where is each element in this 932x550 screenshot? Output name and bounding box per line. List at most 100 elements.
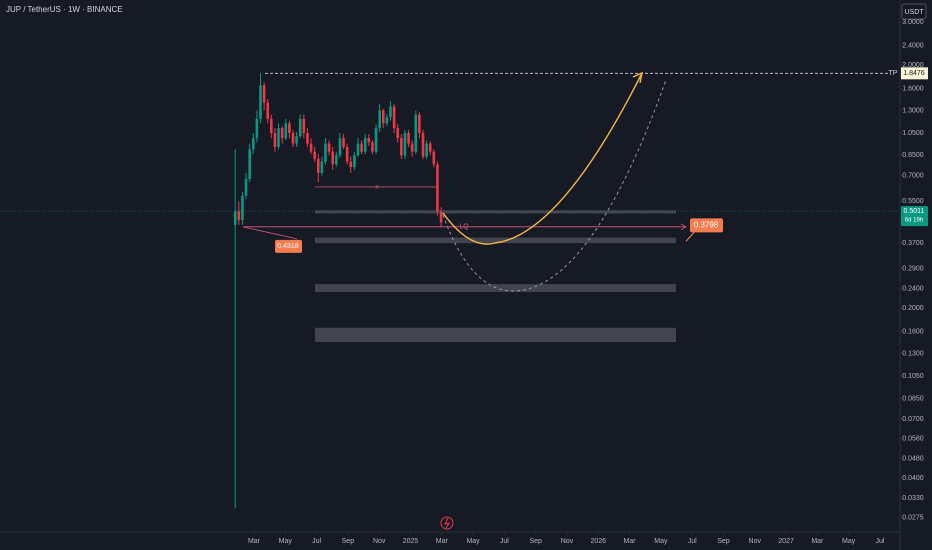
y-tick-label: 3.0000	[902, 19, 924, 26]
price-zone	[315, 210, 676, 214]
symbol-title: JUP / TetherUS · 1W · BINANCE	[6, 5, 123, 14]
event-icon[interactable]	[440, 516, 454, 530]
candle-body	[432, 151, 436, 165]
currency-label[interactable]: USDT	[904, 9, 924, 16]
candle-body	[327, 143, 331, 152]
candle-body	[244, 178, 248, 196]
candle-body	[410, 143, 414, 152]
x-tick-label: Jul	[500, 538, 509, 545]
countdown-label: 6d 19h	[905, 218, 923, 224]
tp-label: TP	[889, 70, 898, 77]
x-tick-label: 2026	[590, 538, 606, 545]
x-tick-label: May	[466, 538, 480, 545]
candle-body	[389, 106, 392, 118]
candle-body	[385, 117, 389, 124]
candle-body	[414, 114, 418, 152]
currency-box[interactable]	[901, 3, 927, 20]
candle-body	[367, 138, 371, 143]
projection-curve	[442, 74, 642, 245]
candle-body	[418, 114, 421, 134]
candle-body	[349, 161, 353, 168]
price-zone	[315, 327, 676, 343]
x-tick-label: 2025	[403, 538, 419, 545]
candle-body	[407, 133, 410, 144]
y-tick-label: 0.0700	[902, 416, 924, 423]
candle-body	[342, 138, 345, 147]
x-tick-label: 2027	[778, 538, 794, 545]
liquidity-level-label: 0.4318	[277, 243, 299, 250]
y-tick-label: 0.5500	[902, 198, 924, 205]
range-label: x	[375, 184, 379, 191]
candle-body	[371, 142, 374, 152]
liquidity-target-arrow	[685, 232, 695, 242]
y-tick-label: 0.2400	[902, 286, 924, 293]
liquidity-level-box	[275, 239, 302, 253]
current-price-box	[901, 206, 928, 227]
y-tick-label: 0.3700	[902, 240, 924, 247]
tp-price-label: 1.8476	[903, 70, 925, 77]
tp-price-box	[901, 67, 928, 80]
candle-body	[277, 128, 280, 147]
x-tick-label: Jul	[688, 538, 697, 545]
current-price-label: 0.5011	[904, 208, 925, 215]
candle-body	[284, 123, 288, 139]
candle-body	[270, 118, 273, 134]
candle-body	[313, 151, 316, 160]
liquidity-arrow	[680, 223, 687, 231]
candle-body	[403, 133, 407, 156]
candle-body	[273, 133, 277, 147]
x-tick-label: Mar	[436, 538, 449, 545]
y-tick-label: 0.1600	[902, 329, 924, 336]
candle-body	[259, 85, 262, 119]
x-tick-label: Sep	[529, 538, 542, 545]
candle-body	[360, 143, 363, 152]
x-tick-label: Sep	[342, 538, 355, 545]
candle-body	[439, 211, 443, 223]
candle-body	[309, 143, 313, 152]
x-tick-label: Sep	[717, 538, 730, 545]
projection-arrow	[632, 71, 643, 84]
candle-body	[237, 211, 241, 221]
candle-body	[255, 118, 259, 139]
y-tick-label: 0.2000	[902, 305, 924, 312]
candle-body	[425, 143, 428, 157]
candle-body	[298, 118, 302, 137]
candle-body	[396, 128, 400, 139]
y-tick-label: 0.0480	[902, 456, 924, 463]
candle-body	[302, 118, 306, 134]
candle-body	[363, 138, 367, 152]
candle-body	[335, 155, 338, 165]
liquidity-target-box	[690, 218, 723, 233]
y-tick-label: 0.0330	[902, 495, 924, 502]
x-tick-label: Mar	[248, 538, 261, 545]
candle-body	[306, 133, 309, 144]
y-tick-label: 1.6000	[902, 85, 924, 92]
x-tick-label: May	[842, 538, 856, 545]
candle-body	[241, 195, 244, 221]
y-tick-label: 0.0400	[902, 475, 924, 482]
candle-body	[345, 146, 349, 162]
event-bolt[interactable]	[444, 517, 451, 529]
y-tick-label: 0.0850	[902, 395, 924, 402]
candle-body	[324, 143, 327, 162]
candle-body	[262, 85, 266, 103]
x-tick-label: Jul	[875, 538, 884, 545]
candle-body	[248, 149, 251, 179]
x-tick-label: Nov	[749, 538, 762, 545]
candle-body	[266, 102, 270, 119]
candle-body	[280, 128, 284, 139]
y-tick-label: 0.7000	[902, 173, 924, 180]
candle-body	[233, 211, 237, 225]
candle-body	[338, 138, 342, 156]
candle-body	[353, 155, 356, 168]
candle-body	[400, 138, 403, 156]
candle-body	[421, 133, 425, 157]
y-tick-label: 0.1300	[902, 350, 924, 357]
candle-body	[320, 161, 324, 173]
x-tick-label: Mar	[624, 538, 637, 545]
candle-body	[378, 110, 381, 129]
x-tick-label: May	[279, 538, 293, 545]
